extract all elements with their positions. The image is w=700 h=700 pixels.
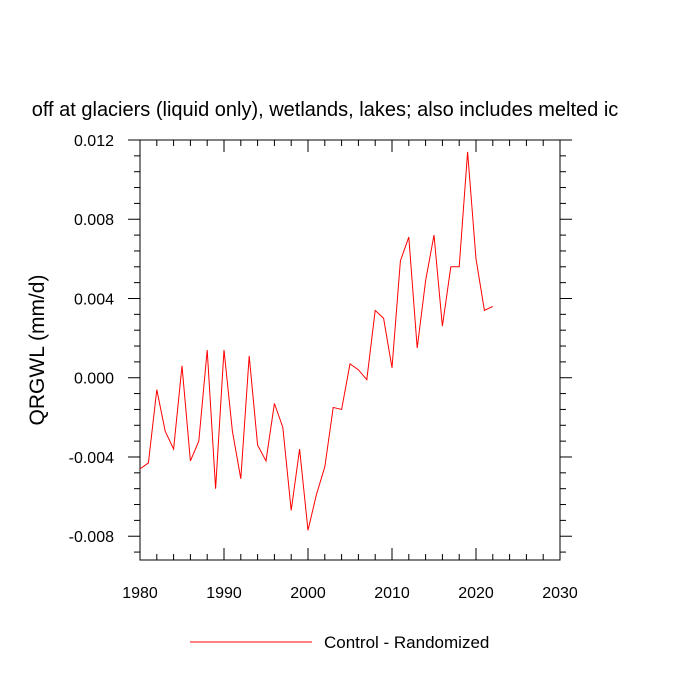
- y-axis-label: QRGWL (mm/d): [26, 275, 49, 426]
- axis-ticks: [128, 139, 572, 560]
- x-tick-label: 2020: [458, 585, 494, 602]
- y-tick-label: 0.000: [74, 371, 114, 388]
- legend: Control - Randomized: [190, 633, 489, 652]
- y-tick-label: -0.008: [69, 529, 114, 546]
- y-tick-label: 0.008: [74, 212, 114, 229]
- x-tick-label: 2000: [290, 585, 326, 602]
- chart-title: off at glaciers (liquid only), wetlands,…: [32, 99, 619, 121]
- series-layer: [139, 151, 494, 531]
- y-tick-label: 0.012: [74, 133, 114, 150]
- y-tick-label: -0.004: [69, 450, 114, 467]
- axis-tick-labels: 1980 1990 2000 2010 2020 2030 -0.008 -0.004 0.00…: [69, 133, 578, 602]
- y-tick-label: 0.004: [74, 291, 114, 308]
- plot-frame: [139, 139, 561, 561]
- x-tick-label: 1980: [122, 585, 158, 602]
- legend-label: Control - Randomized: [324, 633, 489, 652]
- x-tick-label: 2030: [542, 585, 578, 602]
- x-tick-label: 1990: [206, 585, 242, 602]
- series-line: [139, 151, 494, 531]
- x-tick-label: 2010: [374, 585, 410, 602]
